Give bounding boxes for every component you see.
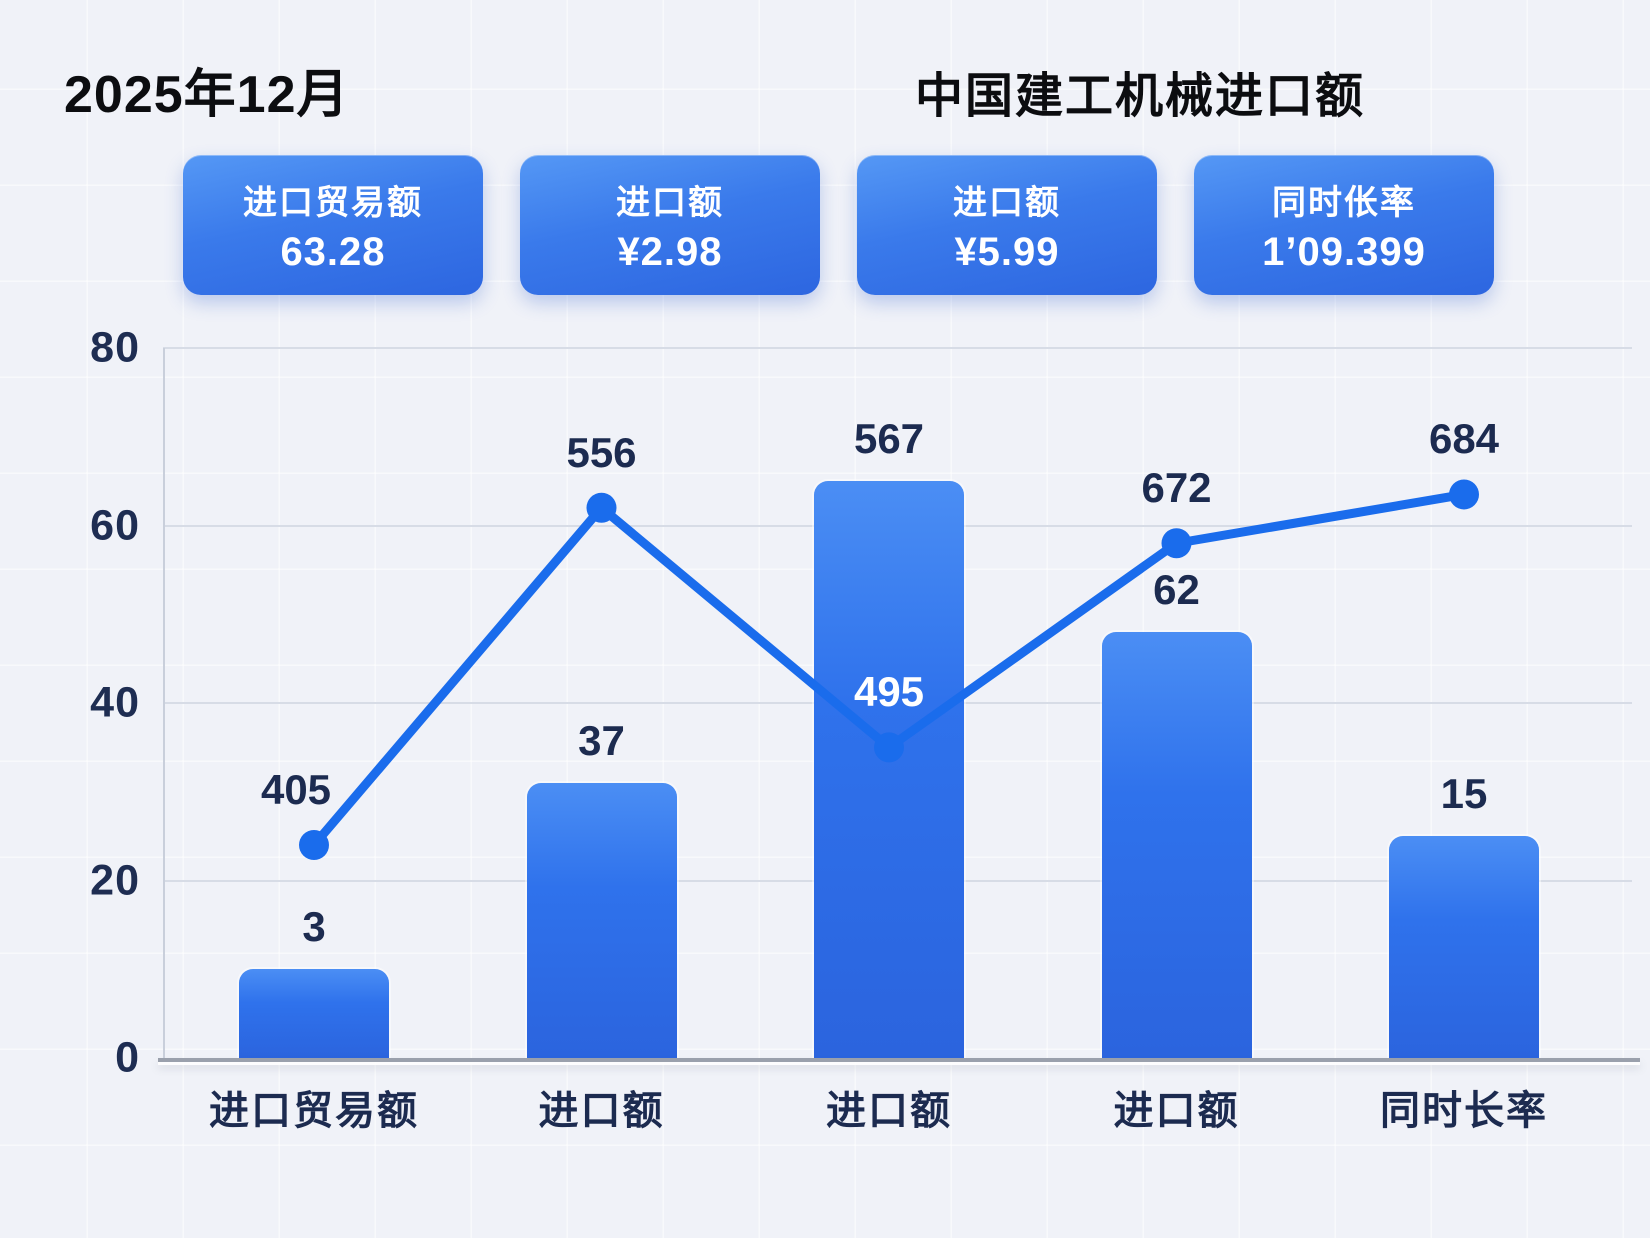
bar-value-label: 567: [853, 415, 925, 463]
y-axis-tick-label: 80: [90, 323, 140, 372]
bar-value-label: 15: [1440, 770, 1488, 818]
stat-card-label: 进口额: [616, 184, 724, 222]
stat-card-import-trade: 进口贸易额 63.28: [183, 155, 483, 295]
report-period-title: 2025年12月: [64, 66, 350, 124]
line-point-marker: [1449, 479, 1479, 510]
stat-card-label: 进口贸易额: [243, 184, 423, 222]
chart-bar: [814, 481, 964, 1058]
x-axis-category-label: 进口额: [538, 1089, 665, 1133]
stat-card-value: 63.28: [280, 230, 386, 274]
bar-value-label: 37: [578, 716, 625, 764]
y-axis-line: [163, 348, 165, 1058]
x-axis-line: [158, 1058, 1640, 1062]
line-point-marker: [586, 492, 617, 523]
x-axis-category-label: 进口贸易额: [209, 1089, 419, 1133]
line-point-marker: [1161, 528, 1192, 559]
stat-card-label: 同时伥率: [1272, 184, 1416, 222]
chart-bar: [1101, 632, 1252, 1058]
line-point-marker: [299, 830, 329, 860]
stat-card-growth-rate: 同时伥率 1’09.399: [1194, 155, 1494, 295]
line-value-label: 405: [260, 766, 332, 813]
line-value-label: 672: [1141, 464, 1212, 512]
chart-bar: [1389, 836, 1539, 1058]
line-point-marker: [874, 732, 904, 763]
x-axis-category-label: 同时长率: [1380, 1089, 1548, 1133]
chart-bar: [239, 969, 389, 1058]
y-axis-tick-label: 20: [90, 856, 140, 904]
x-axis-category-label: 进口额: [1113, 1089, 1240, 1133]
stat-card-value: ¥2.98: [617, 230, 723, 274]
chart-title: 中国建工机械进口额: [914, 70, 1366, 123]
chart-bar: [526, 782, 677, 1058]
y-axis-tick-label: 0: [115, 1033, 140, 1082]
stat-cards-row: 进口贸易额 63.28 进口额 ¥2.98 进口额 ¥5.99 同时伥率 1’0…: [183, 155, 1494, 295]
y-axis-tick-label: 40: [90, 678, 140, 727]
stat-card-import-2: 进口额 ¥5.99: [857, 155, 1157, 295]
bar-value-label: 3: [302, 903, 326, 951]
y-axis-tick-label: 60: [90, 501, 140, 549]
bar-value-label: 62: [1153, 566, 1200, 613]
line-value-label: 684: [1428, 415, 1500, 463]
stat-card-value: ¥5.99: [954, 230, 1060, 274]
line-value-label: 495: [853, 668, 925, 716]
y-gridline: [163, 347, 1632, 349]
stat-card-import-1: 进口额 ¥2.98: [520, 155, 820, 295]
line-value-label: 556: [566, 428, 637, 476]
stat-card-label: 进口额: [953, 184, 1061, 222]
x-axis-category-label: 进口额: [826, 1089, 952, 1133]
stat-card-value: 1’09.399: [1262, 230, 1426, 274]
